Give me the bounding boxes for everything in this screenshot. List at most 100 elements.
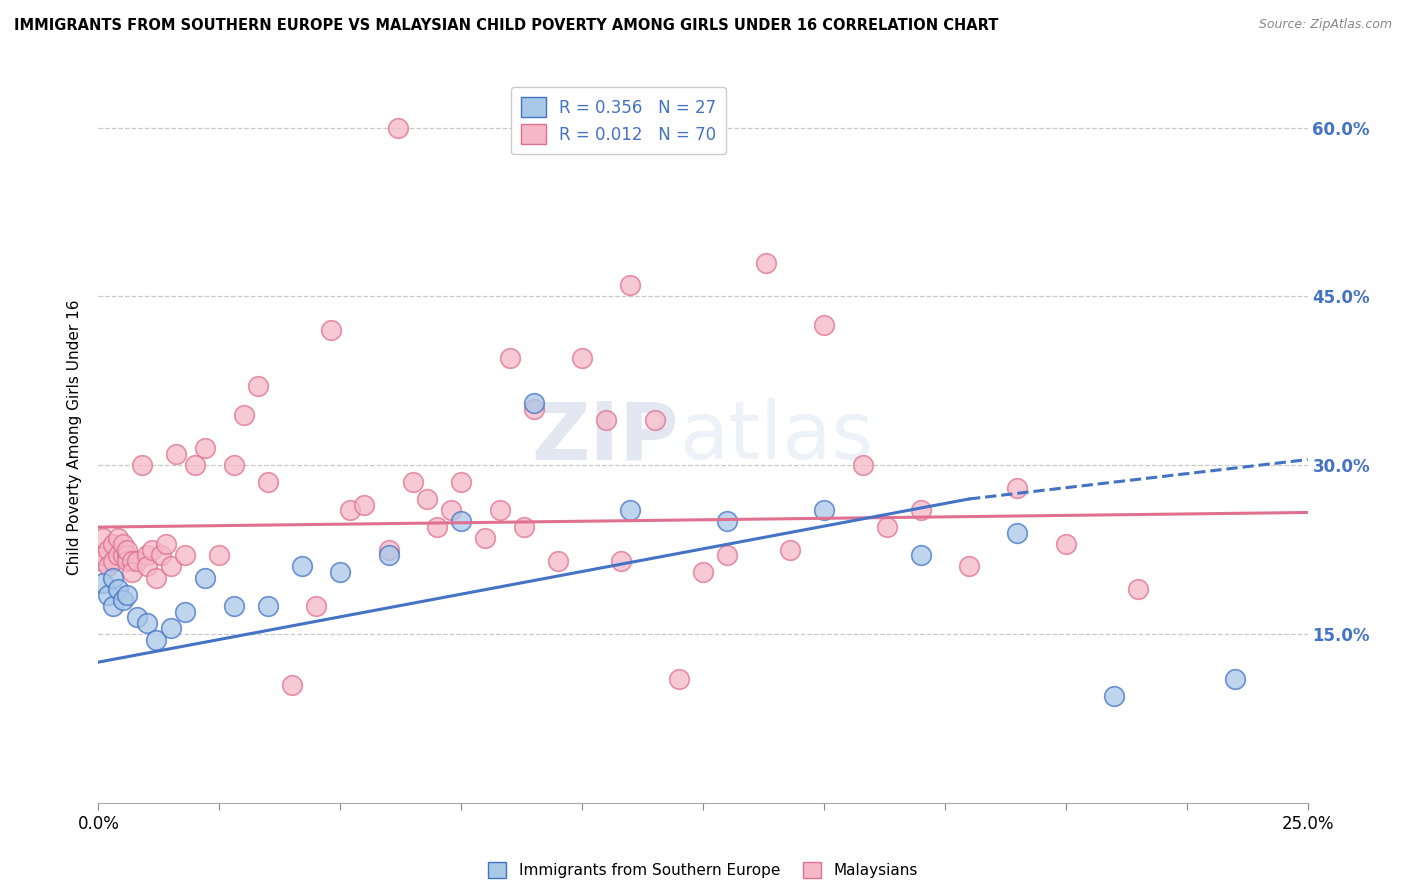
Point xyxy=(150,548,173,562)
Point xyxy=(160,621,183,635)
Point xyxy=(256,475,278,489)
Point xyxy=(1102,689,1125,703)
Point xyxy=(426,520,449,534)
Point xyxy=(222,599,245,613)
Point xyxy=(440,503,463,517)
Point xyxy=(353,498,375,512)
Point xyxy=(91,554,114,568)
Point xyxy=(450,515,472,529)
Point xyxy=(571,351,593,366)
Point xyxy=(716,548,738,562)
Point xyxy=(194,571,217,585)
Point xyxy=(107,582,129,596)
Point xyxy=(121,554,143,568)
Point xyxy=(339,503,361,517)
Point xyxy=(117,554,139,568)
Point xyxy=(910,503,932,517)
Point xyxy=(377,548,399,562)
Point xyxy=(160,559,183,574)
Point xyxy=(644,413,666,427)
Point xyxy=(91,532,114,546)
Point xyxy=(117,548,139,562)
Point xyxy=(101,599,124,613)
Point xyxy=(135,615,157,630)
Point xyxy=(387,120,409,135)
Point xyxy=(876,520,898,534)
Point xyxy=(91,548,114,562)
Point xyxy=(145,571,167,585)
Point xyxy=(474,532,496,546)
Point xyxy=(852,458,875,473)
Point xyxy=(111,537,134,551)
Point xyxy=(513,520,536,534)
Point xyxy=(256,599,278,613)
Point xyxy=(222,458,245,473)
Point xyxy=(523,401,546,416)
Point xyxy=(1223,672,1246,686)
Point xyxy=(402,475,425,489)
Point xyxy=(101,554,124,568)
Point xyxy=(131,458,153,473)
Point xyxy=(97,588,120,602)
Point xyxy=(755,255,778,269)
Point xyxy=(127,610,149,624)
Point xyxy=(329,565,352,579)
Text: atlas: atlas xyxy=(679,398,873,476)
Point xyxy=(101,571,124,585)
Point xyxy=(165,447,187,461)
Point xyxy=(135,559,157,574)
Point xyxy=(208,548,231,562)
Legend: R = 0.356   N = 27, R = 0.012   N = 70: R = 0.356 N = 27, R = 0.012 N = 70 xyxy=(510,87,725,154)
Point xyxy=(97,559,120,574)
Point xyxy=(910,548,932,562)
Point xyxy=(416,491,439,506)
Point xyxy=(1007,481,1029,495)
Point xyxy=(1007,525,1029,540)
Point xyxy=(668,672,690,686)
Point xyxy=(135,548,157,562)
Point xyxy=(489,503,512,517)
Point xyxy=(450,475,472,489)
Y-axis label: Child Poverty Among Girls Under 16: Child Poverty Among Girls Under 16 xyxy=(67,300,83,574)
Point xyxy=(610,554,633,568)
Point xyxy=(619,278,641,293)
Point xyxy=(111,548,134,562)
Point xyxy=(145,632,167,647)
Point xyxy=(97,542,120,557)
Point xyxy=(121,565,143,579)
Point xyxy=(290,559,312,574)
Point xyxy=(232,408,254,422)
Point xyxy=(117,588,139,602)
Point xyxy=(194,442,217,456)
Point xyxy=(281,678,304,692)
Text: IMMIGRANTS FROM SOUTHERN EUROPE VS MALAYSIAN CHILD POVERTY AMONG GIRLS UNDER 16 : IMMIGRANTS FROM SOUTHERN EUROPE VS MALAY… xyxy=(14,18,998,33)
Point xyxy=(107,532,129,546)
Point xyxy=(107,548,129,562)
Point xyxy=(184,458,207,473)
Point xyxy=(174,605,197,619)
Point xyxy=(101,537,124,551)
Point xyxy=(305,599,328,613)
Point xyxy=(779,542,801,557)
Point xyxy=(319,323,342,337)
Point xyxy=(155,537,177,551)
Point xyxy=(127,554,149,568)
Point xyxy=(619,503,641,517)
Point xyxy=(498,351,520,366)
Point xyxy=(247,379,270,393)
Point xyxy=(141,542,163,557)
Point xyxy=(117,542,139,557)
Point xyxy=(813,318,835,332)
Point xyxy=(957,559,980,574)
Text: ZIP: ZIP xyxy=(531,398,679,476)
Text: Source: ZipAtlas.com: Source: ZipAtlas.com xyxy=(1258,18,1392,31)
Point xyxy=(91,576,114,591)
Point xyxy=(111,593,134,607)
Point xyxy=(1128,582,1150,596)
Point xyxy=(174,548,197,562)
Point xyxy=(813,503,835,517)
Legend: Immigrants from Southern Europe, Malaysians: Immigrants from Southern Europe, Malaysi… xyxy=(482,856,924,884)
Point xyxy=(716,515,738,529)
Point xyxy=(547,554,569,568)
Point xyxy=(692,565,714,579)
